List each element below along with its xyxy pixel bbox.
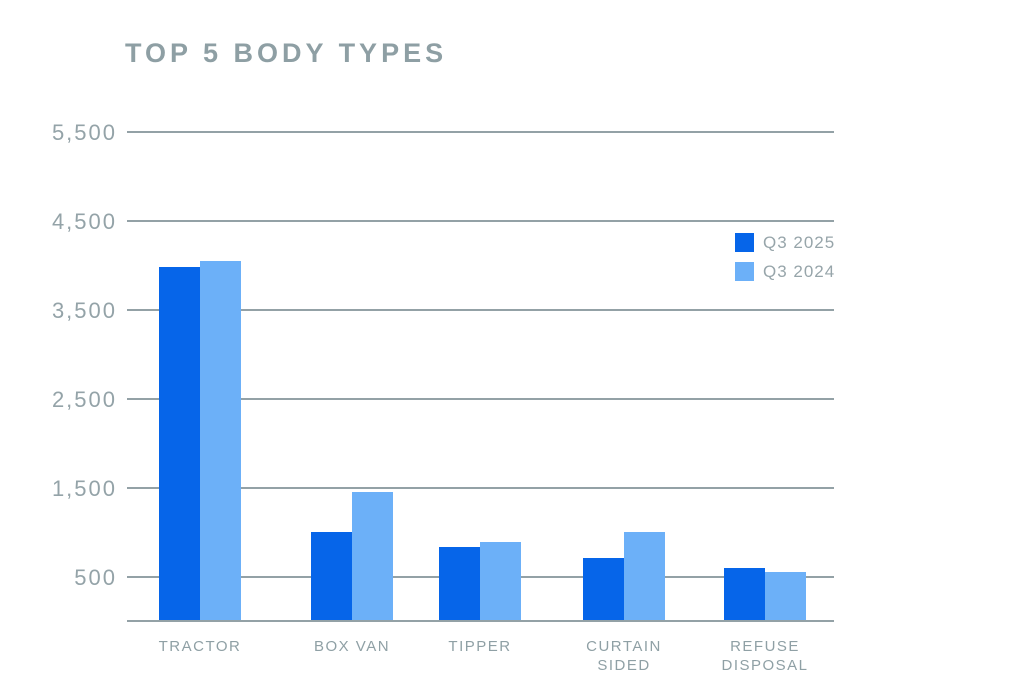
legend-item-q3-2025: Q3 2025 [735, 233, 835, 252]
legend-item-q3-2024: Q3 2024 [735, 262, 835, 281]
bar-refuse-disposal-q3-2025 [724, 568, 765, 621]
x-category-label-line: TRACTOR [158, 638, 242, 655]
y-tick-label: 500 [74, 564, 117, 590]
x-category-label: CURTAIN SIDED [544, 637, 704, 675]
y-tick-label: 3,500 [51, 297, 117, 323]
bar-refuse-disposal-q3-2024 [765, 572, 806, 621]
x-axis-line [127, 620, 834, 622]
bar-tipper-q3-2025 [439, 547, 480, 621]
x-category-label-line: REFUSE [730, 638, 800, 655]
legend-swatch-q3-2025 [735, 233, 754, 252]
x-category-label-line: SIDED [597, 657, 651, 674]
legend-swatch-q3-2024 [735, 262, 754, 281]
gridline-1500 [127, 486, 834, 489]
bar-tipper-q3-2024 [480, 541, 521, 621]
gridline-4500 [127, 219, 834, 222]
bar-curtain-sided-q3-2025 [583, 557, 624, 621]
gridline-5500 [127, 130, 834, 133]
gridline-3500 [127, 308, 834, 311]
bar-curtain-sided-q3-2024 [624, 532, 665, 621]
x-category-label-line: CURTAIN [586, 638, 662, 655]
x-category-label-line: TIPPER [448, 638, 512, 655]
bar-box-van-q3-2024 [352, 491, 393, 621]
x-category-label: REFUSE DISPOSAL [685, 637, 845, 675]
y-tick-label: 2,500 [51, 386, 117, 412]
bar-tractor-q3-2025 [159, 266, 200, 621]
y-tick-label: 5,500 [51, 119, 117, 145]
y-tick-label: 4,500 [51, 208, 117, 234]
x-category-label: BOX VAN [272, 637, 432, 656]
legend: Q3 2025 Q3 2024 [735, 233, 835, 291]
bar-tractor-q3-2024 [200, 260, 241, 621]
x-category-label-line: DISPOSAL [721, 657, 809, 674]
bar-box-van-q3-2025 [311, 532, 352, 621]
x-category-label: TRACTOR [120, 637, 280, 656]
y-tick-label: 1,500 [51, 475, 117, 501]
gridline-2500 [127, 397, 834, 400]
chart-title: TOP 5 BODY TYPES [125, 38, 448, 68]
legend-label-q3-2025: Q3 2025 [763, 232, 836, 252]
legend-label-q3-2024: Q3 2024 [763, 261, 836, 281]
x-category-label: TIPPER [400, 637, 560, 656]
x-category-label-line: BOX VAN [313, 638, 391, 655]
